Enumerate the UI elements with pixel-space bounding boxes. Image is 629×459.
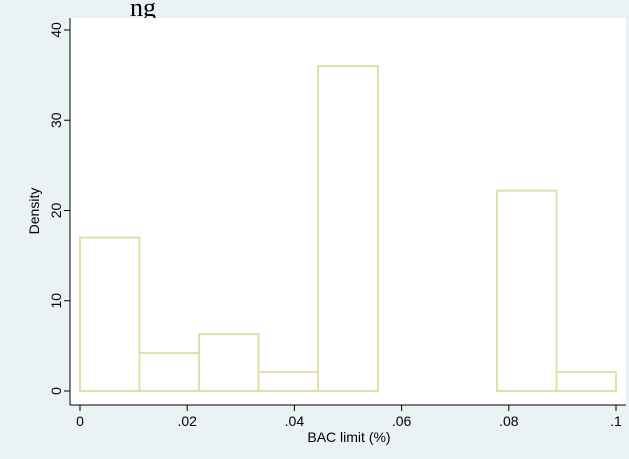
plot-area: [70, 18, 626, 405]
y-tick-label: 20: [48, 203, 64, 219]
x-ticks-group: 0 .02 .04 .06 .08 .1: [76, 405, 622, 429]
histogram-bar-5: [316, 65, 380, 392]
x-tick-label: 0: [76, 413, 84, 429]
histogram-bar-1: [79, 236, 141, 392]
y-axis-title: Density: [26, 188, 42, 235]
y-tick-label: 30: [48, 112, 64, 128]
partial-top-text: ng: [130, 0, 156, 22]
y-tick-label: 10: [48, 293, 64, 309]
histogram-bar-6: [496, 189, 558, 392]
bars-group: [79, 65, 618, 392]
x-tick-label: .06: [392, 413, 412, 429]
histogram-bar-7: [555, 371, 618, 392]
x-tick-label: .04: [285, 413, 305, 429]
x-tick-label: .02: [177, 413, 197, 429]
x-tick-label: .08: [499, 413, 519, 429]
y-tick-label: 40: [48, 22, 64, 38]
histogram-bar-3: [197, 333, 260, 392]
y-ticks-group: 0 10 20 30 40: [48, 22, 70, 395]
x-tick-label: .1: [610, 413, 622, 429]
x-axis-title: BAC limit (%): [307, 429, 390, 445]
y-tick-label: 0: [48, 387, 64, 395]
